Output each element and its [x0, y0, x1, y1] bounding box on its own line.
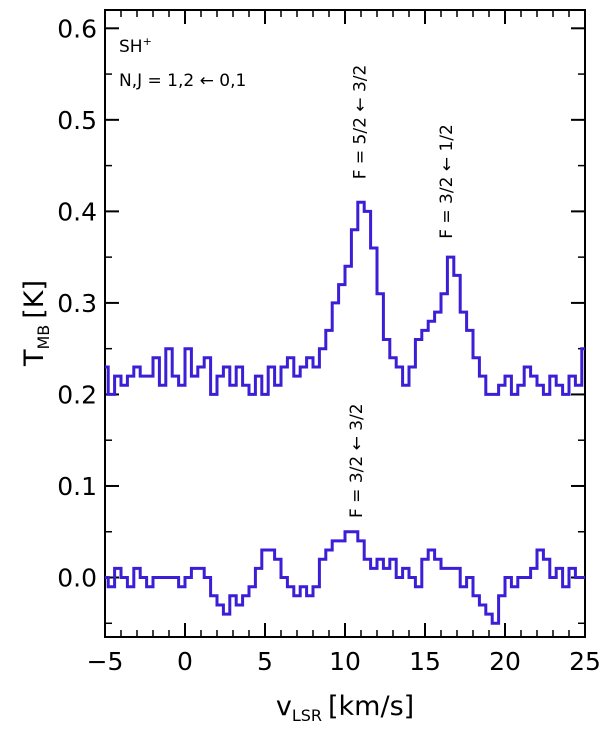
y-axis-title-sub: MB: [34, 325, 53, 350]
species-label: SH+: [119, 35, 152, 57]
transition-annotation: N,J = 1,2 ← 0,1: [119, 71, 246, 91]
x-tick-label: 0: [177, 647, 193, 676]
y-tick-label: 0.2: [57, 380, 97, 409]
x-axis-title-unit: [km/s]: [328, 691, 414, 722]
x-tick-label: 5: [257, 647, 273, 676]
y-tick-label: 0.6: [57, 14, 97, 43]
species-name: SH: [119, 37, 143, 57]
x-axis-title: vLSR [km/s]: [276, 691, 414, 725]
spectrum-line-1: [105, 200, 585, 396]
y-tick-label: 0.1: [57, 472, 97, 501]
y-tick-label: 0.0: [57, 564, 97, 593]
x-axis-title-sub: LSR: [292, 706, 322, 725]
y-axis-title-unit: [K]: [19, 280, 50, 319]
transition-labels: F = 5/2 ← 3/2 F = 3/2 ← 1/2 F = 3/2 ← 3/2: [347, 65, 457, 518]
spectrum-line-2: [105, 530, 585, 625]
y-axis-title-main: T: [19, 349, 50, 367]
svg-text:TMB[K]: TMB [K]: [19, 280, 53, 367]
transition-label-1: F = 5/2 ← 3/2: [350, 65, 370, 180]
x-axis-title-main: v: [276, 691, 292, 722]
x-tick-label: 25: [569, 647, 600, 676]
x-tick-label: 15: [409, 647, 441, 676]
y-tick-label: 0.4: [57, 197, 97, 226]
x-tick-label: −5: [87, 647, 124, 676]
transition-label-3: F = 3/2 ← 3/2: [347, 403, 367, 518]
y-tick-label: 0.5: [57, 106, 97, 135]
x-tick-label: 10: [329, 647, 361, 676]
plot-frame: [104, 9, 586, 638]
y-axis-title: TMB [K]: [19, 280, 53, 367]
axis-ticks: [104, 10, 586, 637]
x-tick-label: 20: [489, 647, 521, 676]
species-charge: +: [143, 35, 152, 48]
tick-labels: −5 0 5 10 15 20 25 0.0 0.1 0.2 0.3 0.4 0.5 0.6: [57, 14, 600, 676]
y-tick-label: 0.3: [57, 289, 97, 318]
series-layer: [105, 200, 585, 625]
transition-label-2: F = 3/2 ← 1/2: [437, 124, 457, 239]
